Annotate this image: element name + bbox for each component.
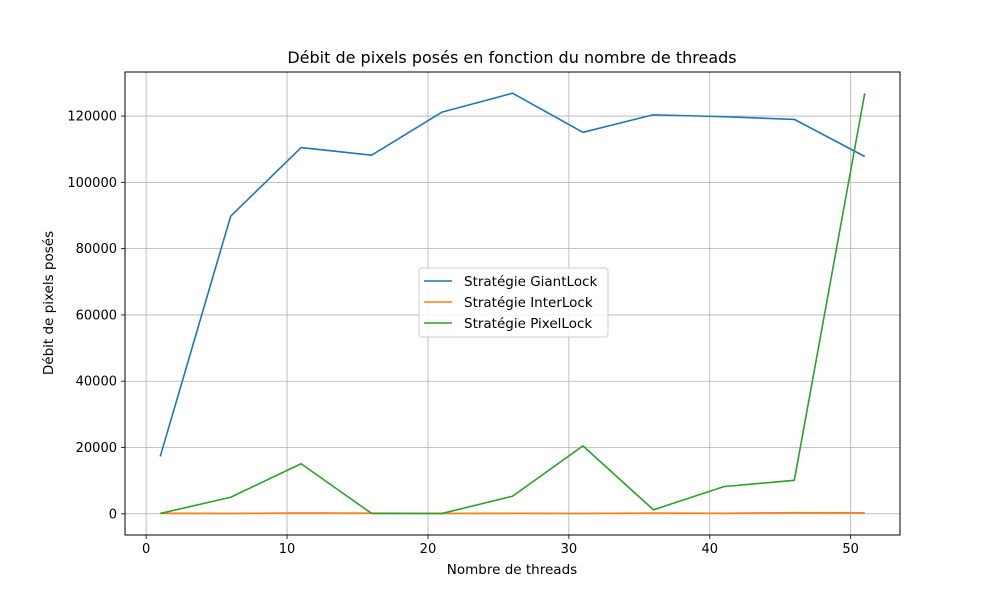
y-tick-label: 40000 (76, 375, 117, 390)
y-tick-label: 80000 (76, 242, 117, 257)
y-tick-label: 0 (109, 507, 117, 522)
x-tick-label: 0 (142, 542, 150, 557)
legend-label-2: Stratégie InterLock (464, 295, 593, 311)
legend-box (418, 267, 609, 338)
y-tick-label: 20000 (76, 441, 117, 456)
x-tick-label: 20 (420, 542, 437, 557)
x-tick-label: 10 (279, 542, 296, 557)
x-tick-label: 40 (701, 542, 718, 557)
chart-title: Débit de pixels posés en fonction du nom… (287, 48, 736, 67)
axis-ticks: 0 10 20 30 40 50 0 20000 40000 60000 80000 100000 12… (67, 110, 859, 557)
y-tick-label: 60000 (76, 308, 117, 323)
y-tick-label: 100000 (67, 176, 117, 191)
series-line-2 (160, 511, 865, 515)
y-tick-label: 120000 (67, 110, 117, 125)
plot-frame (124, 71, 901, 536)
x-axis-label: Nombre de threads (447, 562, 577, 578)
series-lines (159, 92, 866, 515)
legend: Stratégie GiantLock Stratégie InterLock St… (418, 267, 609, 338)
x-tick-label: 30 (561, 542, 578, 557)
series-line-3 (160, 93, 866, 515)
y-axis-label: Débit de pixels posés (41, 231, 57, 375)
legend-label-3: Stratégie PixelLock (464, 316, 592, 332)
legend-label-1: Stratégie GiantLock (464, 274, 598, 290)
x-tick-label: 50 (842, 542, 859, 557)
series-line-1 (159, 92, 866, 457)
